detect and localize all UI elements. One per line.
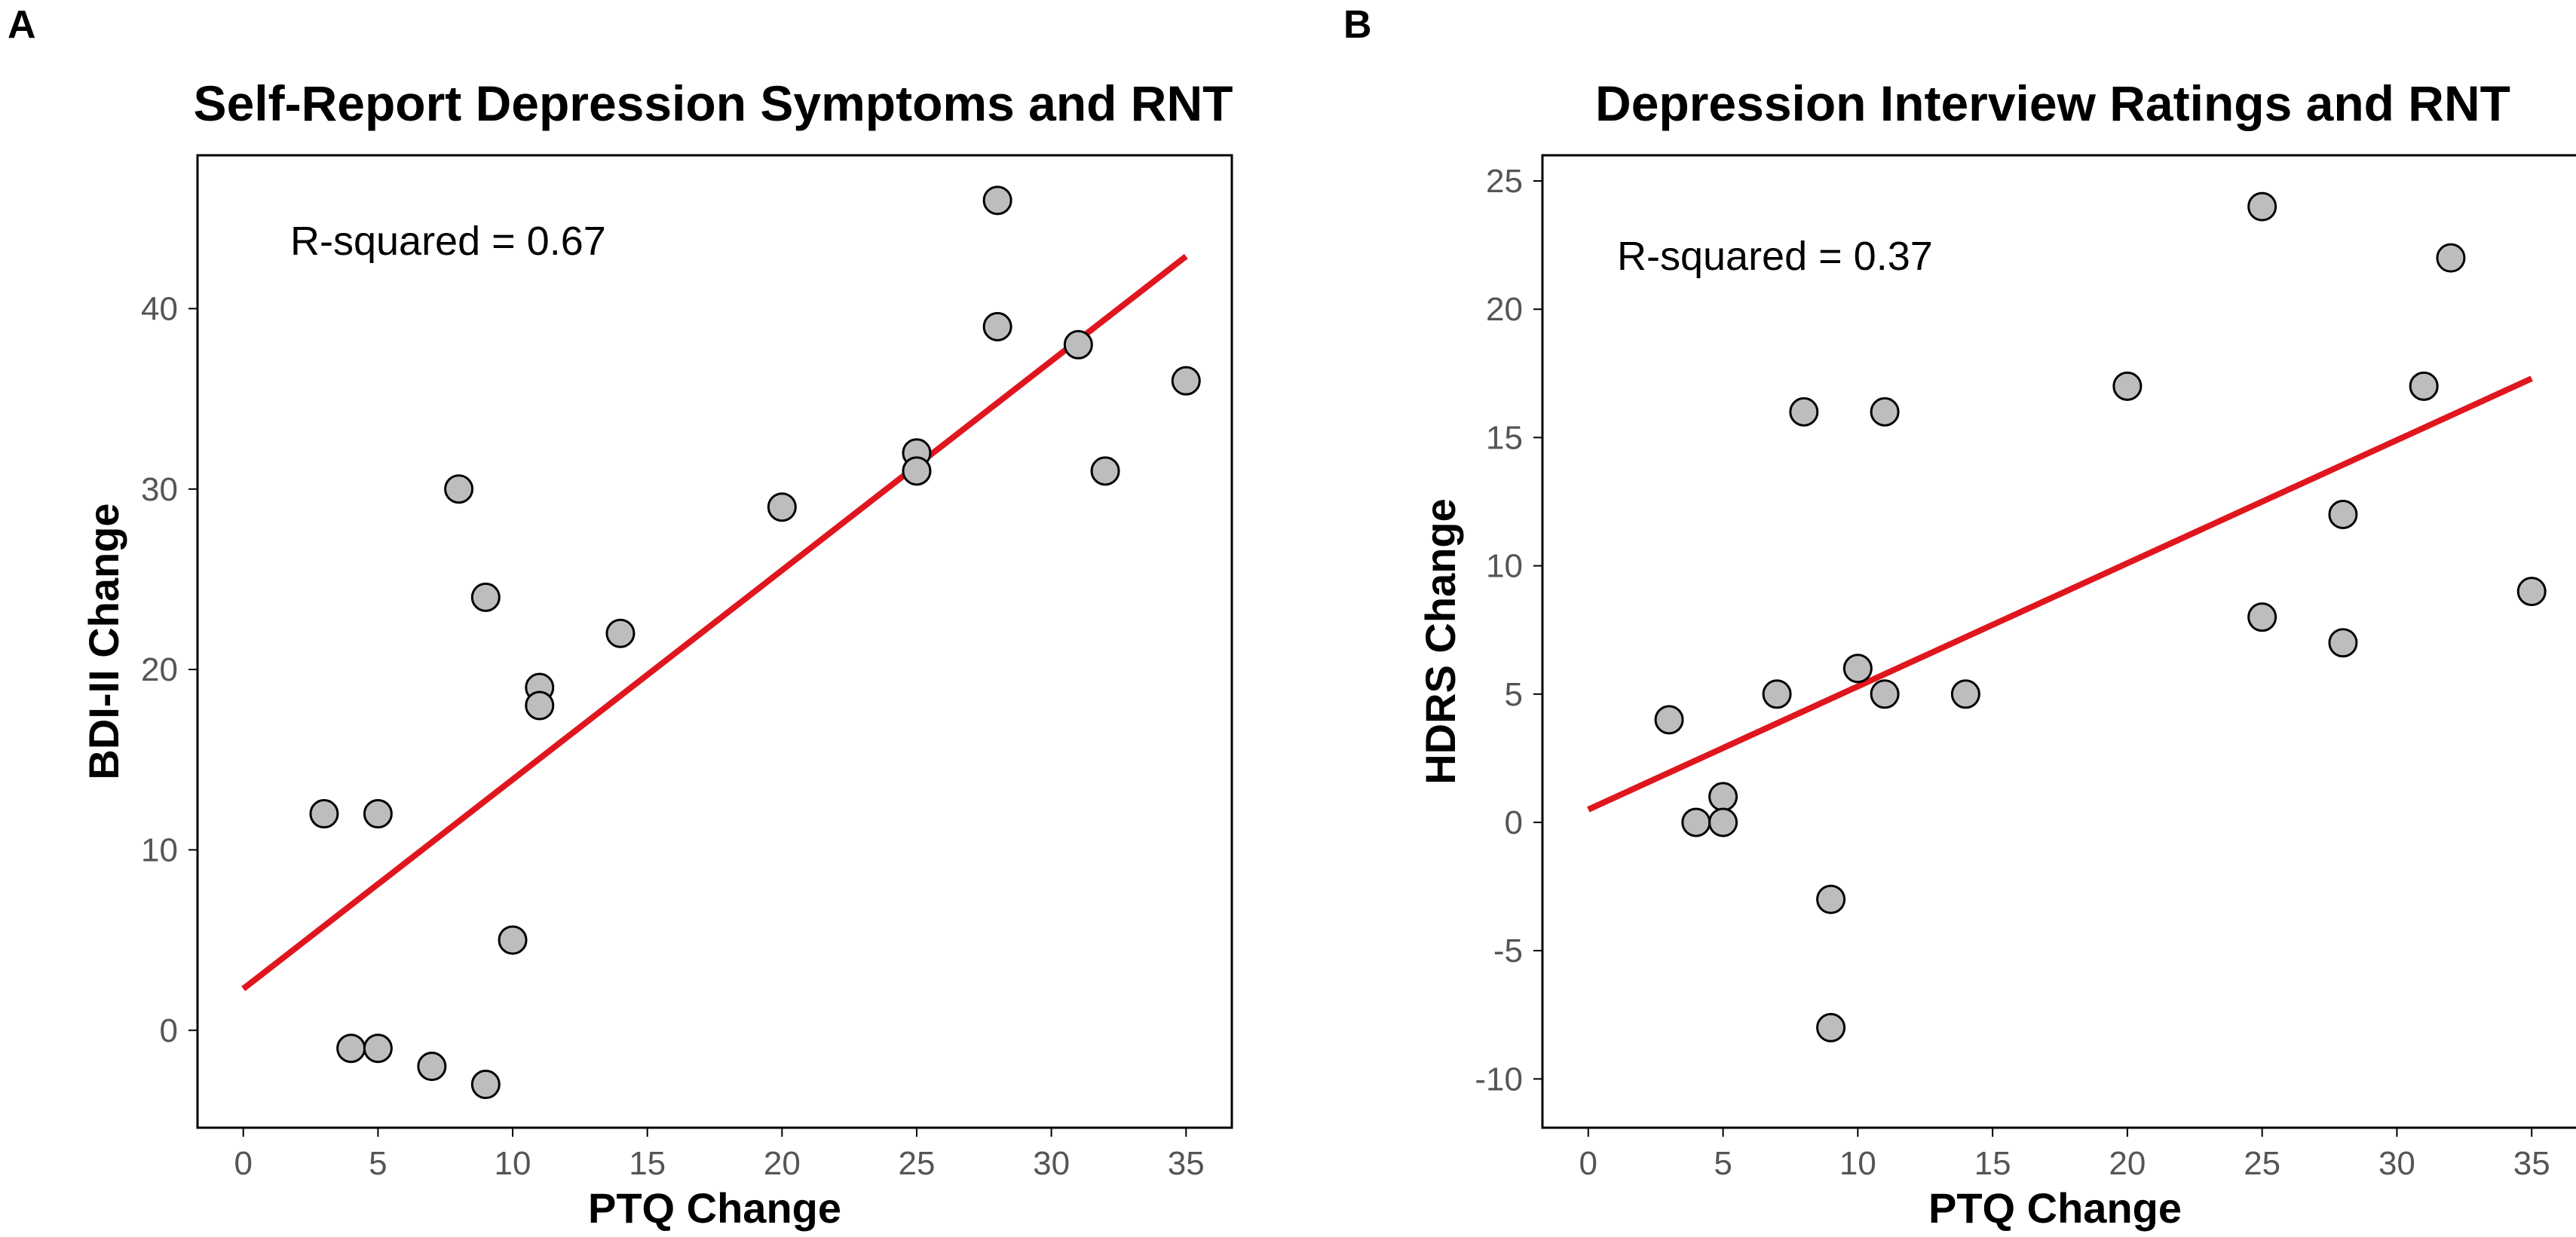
data-point [1816, 884, 1846, 914]
x-tick-label: 15 [629, 1145, 666, 1182]
x-tick-label: 10 [1839, 1145, 1876, 1182]
y-tick-label: 10 [1486, 548, 1523, 585]
y-tick-label: -10 [1475, 1061, 1523, 1098]
panel-a-r-squared: R-squared = 0.67 [290, 219, 606, 264]
x-tick-label: 25 [898, 1145, 935, 1182]
panel-a-plot-frame [196, 154, 1233, 1129]
data-point [498, 925, 528, 955]
y-tick-label: -5 [1493, 932, 1523, 969]
data-point [444, 474, 474, 504]
x-tick-label: 35 [2513, 1145, 2550, 1182]
x-tick-label: 25 [2244, 1145, 2280, 1182]
x-tick-label: 0 [1579, 1145, 1597, 1182]
data-point [2328, 500, 2358, 530]
data-point [1090, 456, 1120, 486]
y-tick-label: 5 [1505, 676, 1523, 713]
panel-b-plot-frame [1541, 154, 2576, 1129]
y-tick-label: 0 [160, 1012, 178, 1049]
x-tick-label: 20 [2109, 1145, 2146, 1182]
y-tick-label: 20 [141, 651, 178, 688]
panel-a-y-axis: 0 10 20 30 40 [141, 290, 198, 1049]
regression-line [1587, 375, 2533, 813]
x-tick-label: 0 [234, 1145, 252, 1182]
data-point [2516, 577, 2547, 607]
data-point [1681, 807, 1711, 837]
y-tick-label: 20 [1486, 291, 1523, 328]
data-point [605, 618, 636, 648]
data-point [417, 1052, 447, 1082]
panel-a-x-axis: 0 5 10 15 20 25 30 35 [234, 1128, 1205, 1182]
data-point [1870, 397, 1900, 427]
data-point [363, 1033, 393, 1064]
y-tick-label: 10 [141, 831, 178, 868]
regression-line [241, 253, 1188, 991]
data-point [525, 690, 555, 721]
data-point [1789, 397, 1819, 427]
data-point [470, 1070, 501, 1100]
data-point [1654, 705, 1684, 735]
data-point [1816, 1012, 1846, 1043]
x-tick-label: 35 [1168, 1145, 1205, 1182]
y-tick-label: 25 [1486, 163, 1523, 200]
panel-a-y-axis-label: BDI-II Change [80, 503, 127, 779]
data-point [2409, 371, 2439, 401]
data-point [1762, 679, 1792, 709]
panel-a-label: A [8, 3, 36, 47]
y-tick-label: 30 [141, 471, 178, 508]
panel-b-points [1654, 191, 2547, 1043]
data-point [309, 799, 339, 829]
panel-a-title: Self-Report Depression Symptoms and RNT [194, 75, 1233, 131]
y-tick-label: 0 [1505, 804, 1523, 841]
panel-a-points [309, 185, 1201, 1100]
data-point [336, 1033, 366, 1064]
y-tick-label: 40 [141, 290, 178, 327]
data-point [1870, 679, 1900, 709]
x-tick-label: 15 [1974, 1145, 2011, 1182]
data-point [2247, 602, 2277, 632]
data-point [2436, 243, 2466, 273]
data-point [1950, 679, 1980, 709]
x-tick-label: 5 [1714, 1145, 1732, 1182]
panel-b-y-axis: -10 -5 0 5 10 15 20 25 [1475, 163, 1542, 1098]
panel-a-regression [241, 253, 1188, 991]
data-point [982, 185, 1012, 216]
panel-b-label: B [1343, 3, 1372, 47]
panel-b-x-axis-label: PTQ Change [1928, 1184, 2182, 1232]
y-tick-label: 15 [1486, 419, 1523, 456]
data-point [1708, 807, 1738, 837]
data-point [902, 456, 932, 486]
data-point [1708, 782, 1738, 812]
panel-b-x-axis: 0 5 10 15 20 25 30 35 [1579, 1128, 2550, 1182]
panel-b-regression [1587, 375, 2533, 813]
data-point [470, 582, 501, 612]
x-tick-label: 5 [369, 1145, 387, 1182]
data-point [1842, 654, 1873, 684]
panel-a-x-axis-label: PTQ Change [588, 1184, 841, 1232]
panel-b-title: Depression Interview Ratings and RNT [1595, 75, 2510, 131]
panel-b-y-axis-label: HDRS Change [1417, 498, 1464, 785]
data-point [2328, 628, 2358, 658]
panel-b-r-squared: R-squared = 0.37 [1617, 234, 1933, 279]
x-tick-label: 30 [1033, 1145, 1070, 1182]
data-point [767, 492, 797, 522]
x-tick-label: 30 [2378, 1145, 2415, 1182]
data-point [2112, 371, 2143, 401]
data-point [363, 799, 393, 829]
data-point [1171, 366, 1201, 396]
x-tick-label: 10 [495, 1145, 531, 1182]
panel-a: A Self-Report Depression Symptoms and RN… [8, 3, 1233, 1232]
panel-b: B Depression Interview Ratings and RNT 0… [1343, 3, 2576, 1232]
data-point [2247, 191, 2277, 222]
data-point [1063, 329, 1093, 360]
x-tick-label: 20 [764, 1145, 801, 1182]
data-point [982, 311, 1012, 341]
